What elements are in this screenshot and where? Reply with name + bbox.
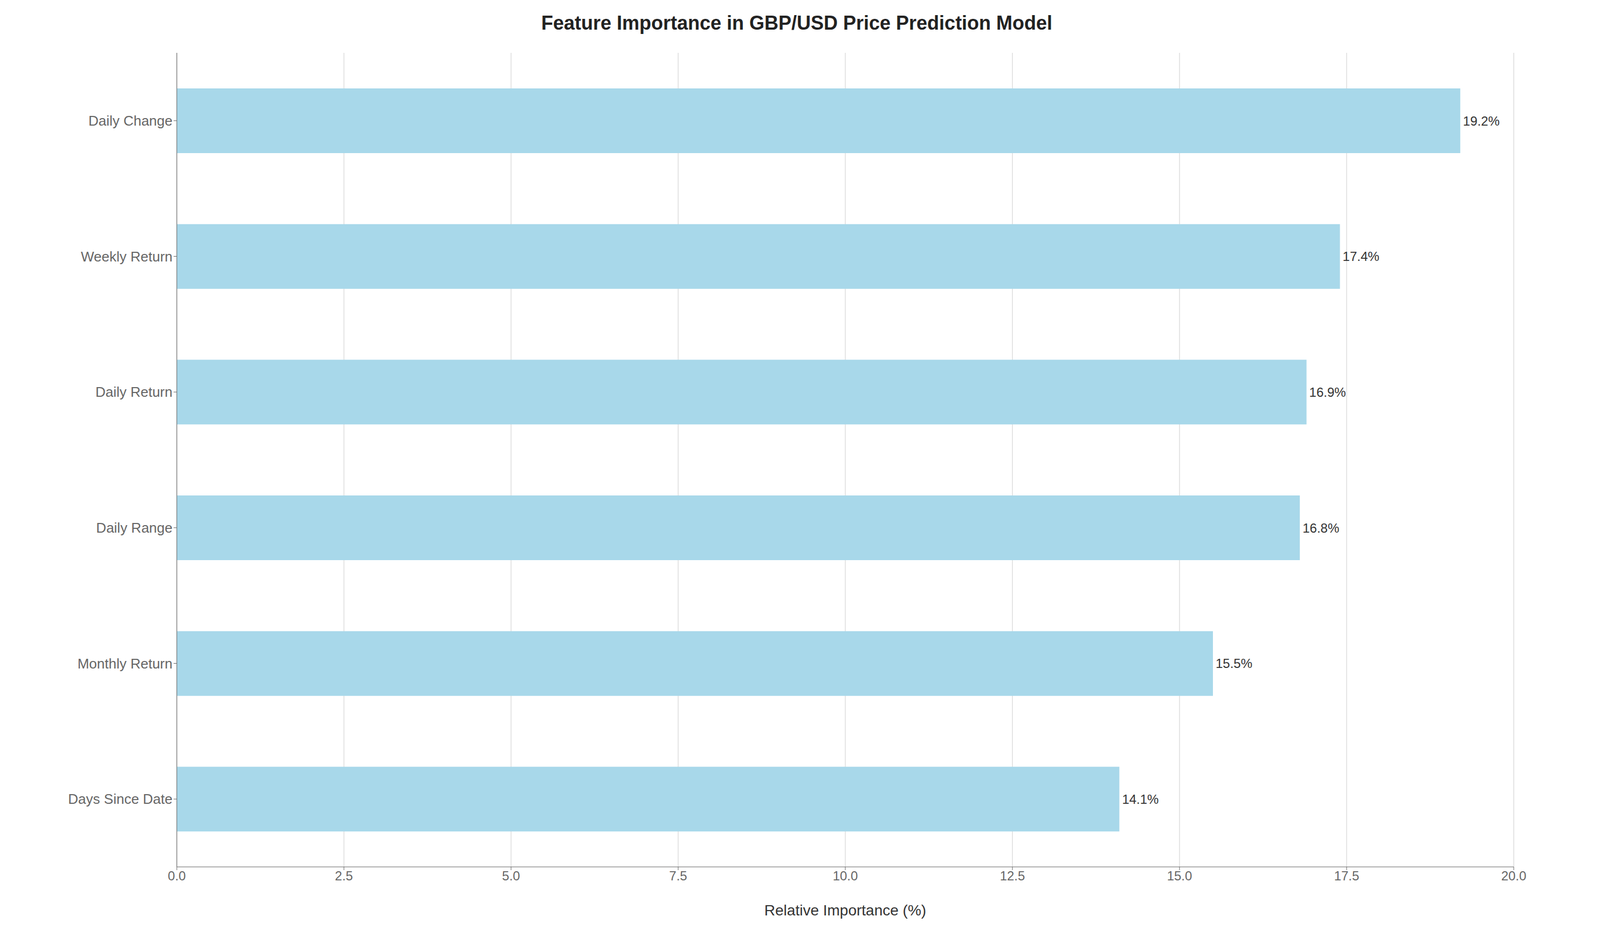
svg-text:16.9%: 16.9%	[1309, 384, 1347, 400]
svg-text:Monthly Return: Monthly Return	[77, 655, 173, 672]
svg-text:19.2%: 19.2%	[1463, 113, 1500, 129]
svg-text:2.5: 2.5	[334, 868, 353, 884]
svg-text:5.0: 5.0	[501, 868, 520, 884]
svg-text:15.5%: 15.5%	[1215, 656, 1253, 671]
svg-text:20.0: 20.0	[1501, 868, 1527, 884]
svg-text:Daily Return: Daily Return	[95, 383, 173, 400]
svg-text:12.5: 12.5	[1000, 868, 1026, 884]
svg-text:15.0: 15.0	[1167, 868, 1193, 884]
svg-text:16.8%: 16.8%	[1302, 520, 1340, 536]
html-text:Feature Importance in GBP/USD: Feature Importance in GBP/USD Price Pred…	[541, 11, 1053, 34]
svg-text:Weekly Return: Weekly Return	[80, 248, 173, 265]
svg-text:14.1%: 14.1%	[1121, 791, 1159, 807]
svg-text:Days Since Date: Days Since Date	[67, 790, 173, 808]
svg-text:7.5: 7.5	[669, 868, 687, 884]
svg-text:0.0: 0.0	[167, 868, 186, 884]
svg-text:17.5: 17.5	[1334, 868, 1360, 884]
svg-text:Daily Change: Daily Change	[88, 112, 173, 129]
svg-text:17.4%: 17.4%	[1342, 249, 1380, 264]
svg-text:Daily Range: Daily Range	[95, 519, 173, 536]
svg-text:10.0: 10.0	[832, 868, 859, 884]
svg-text:Relative Importance (%): Relative Importance (%)	[764, 901, 927, 919]
